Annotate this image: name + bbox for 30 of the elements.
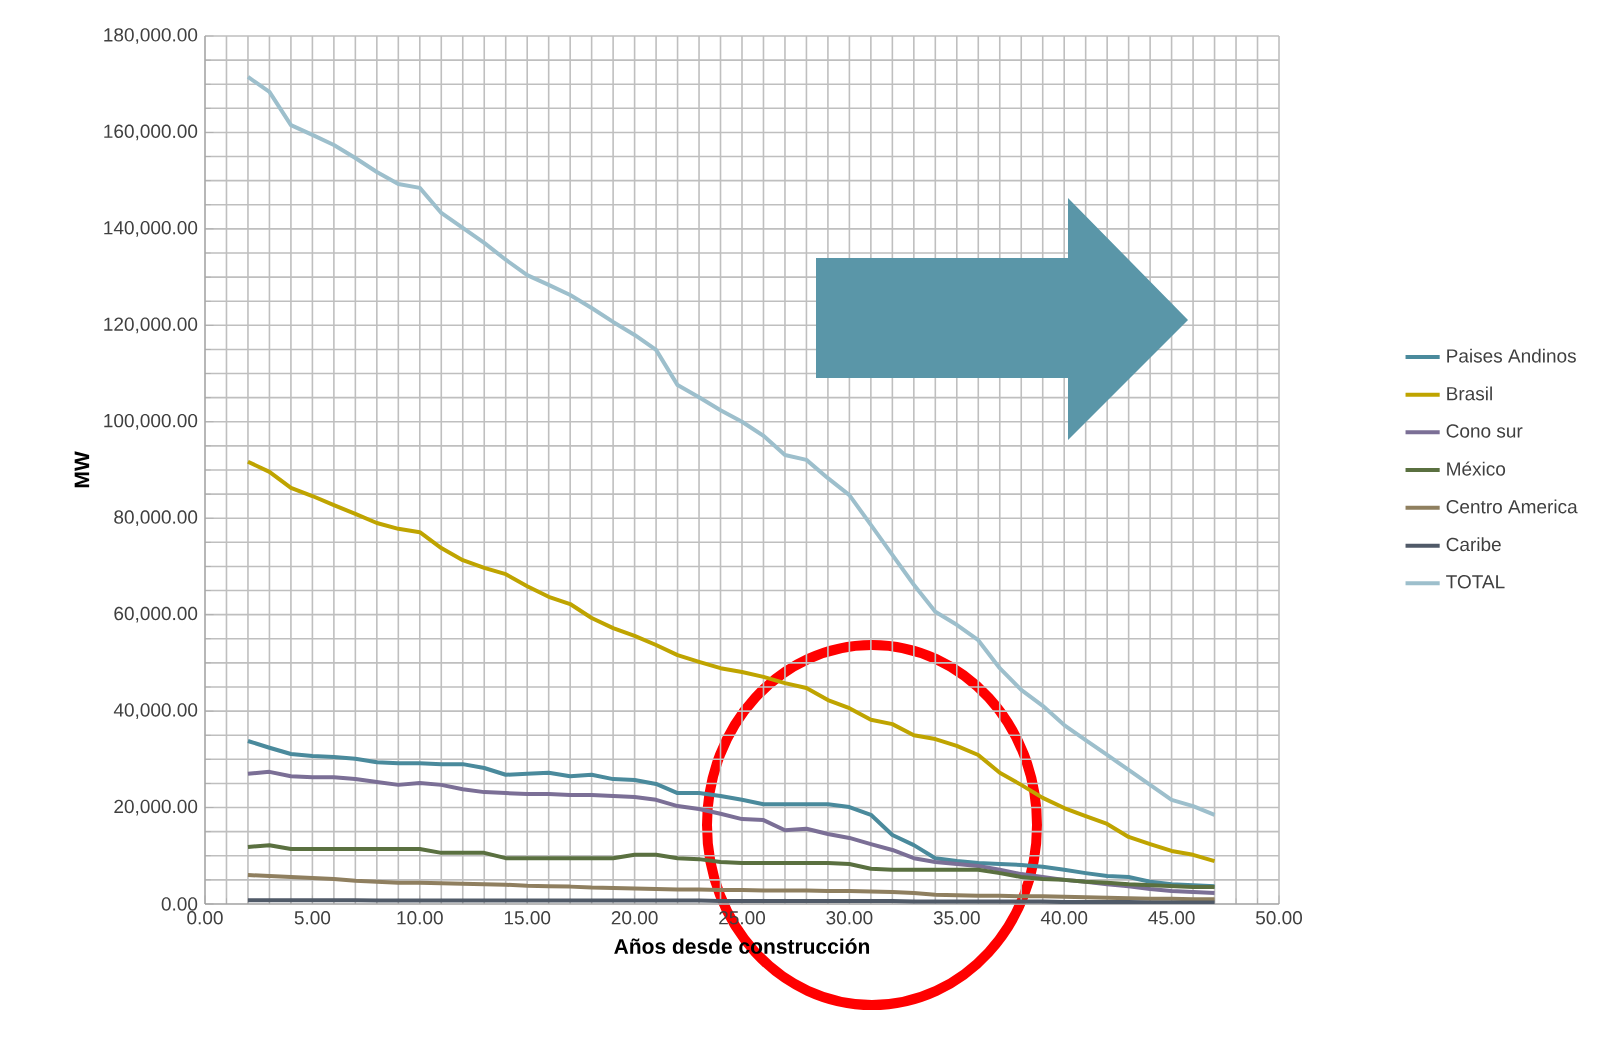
x-tick-label: 10.00 bbox=[397, 911, 443, 925]
x-tick-label: 5.00 bbox=[294, 911, 331, 925]
x-tick-label: 45.00 bbox=[1148, 911, 1195, 925]
legend-label: Cono sur bbox=[1446, 424, 1523, 438]
y-tick-label: 140,000.00 bbox=[104, 221, 198, 237]
legend-label: TOTAL bbox=[1446, 575, 1505, 589]
y-tick-label: 80,000.00 bbox=[114, 510, 198, 527]
x-tick-label: 35.00 bbox=[933, 911, 980, 925]
legend-label: Brasil bbox=[1447, 386, 1492, 401]
x-tick-label: 0.00 bbox=[187, 911, 223, 925]
x-tick-label: 30.00 bbox=[826, 911, 873, 925]
legend-label: Caribe bbox=[1446, 537, 1501, 552]
y-tick-label: 100,000.00 bbox=[104, 413, 198, 430]
x-tick-label: 50.00 bbox=[1255, 911, 1303, 925]
y-tick-label: 180,000.00 bbox=[104, 28, 198, 44]
x-tick-label: 20.00 bbox=[611, 911, 658, 925]
line-series bbox=[245, 74, 1217, 817]
y-tick-label: 60,000.00 bbox=[114, 606, 198, 623]
y-tick-label: 40,000.00 bbox=[113, 703, 198, 719]
y-tick-label: 120,000.00 bbox=[104, 317, 198, 334]
y-axis-title: MW bbox=[74, 451, 90, 488]
y-tick-label: 0.00 bbox=[161, 897, 198, 911]
line-series bbox=[245, 459, 1217, 864]
legend-label: Centro America bbox=[1446, 499, 1578, 514]
y-tick-label: 160,000.00 bbox=[104, 124, 198, 141]
legend-label: Paises Andinos bbox=[1447, 348, 1576, 363]
legend-label: México bbox=[1447, 461, 1506, 476]
y-tick-label: 20,000.00 bbox=[114, 799, 198, 816]
x-tick-label: 15.00 bbox=[504, 911, 551, 925]
x-tick-label: 40.00 bbox=[1040, 911, 1088, 925]
